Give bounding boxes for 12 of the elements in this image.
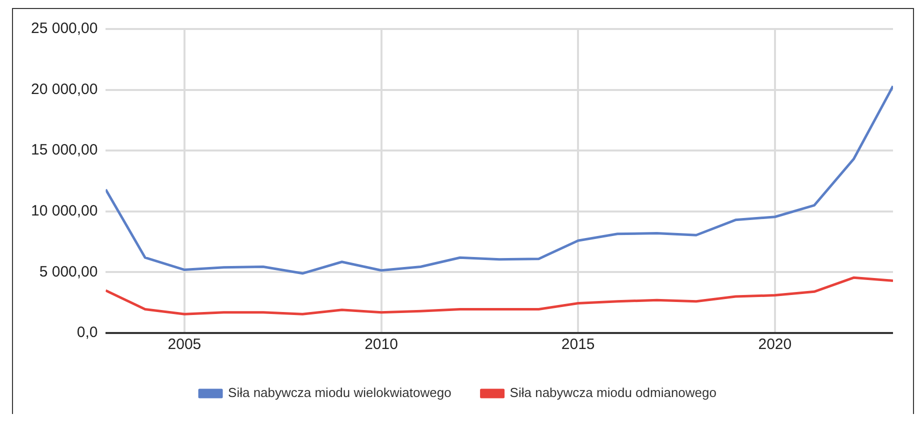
legend-label: Siła nabywcza miodu wielokwiatowego bbox=[228, 385, 452, 400]
y-tick-label: 10 000,00 bbox=[30, 202, 98, 220]
y-tick-label: 5 000,00 bbox=[39, 263, 98, 280]
y-tick-label: 0,0 bbox=[76, 324, 98, 342]
x-tick-label: 2010 bbox=[364, 336, 398, 354]
y-tick-label: 20 000,00 bbox=[30, 80, 98, 98]
x-tick-label: 2020 bbox=[758, 336, 792, 354]
x-tick-label: 2005 bbox=[168, 336, 202, 354]
y-tick-label: 25 000,00 bbox=[30, 20, 98, 38]
x-tick-label: 2015 bbox=[561, 336, 595, 354]
legend-label: Siła nabywcza miodu odmianowego bbox=[510, 385, 716, 400]
y-tick-label: 15 000,00 bbox=[30, 142, 98, 159]
